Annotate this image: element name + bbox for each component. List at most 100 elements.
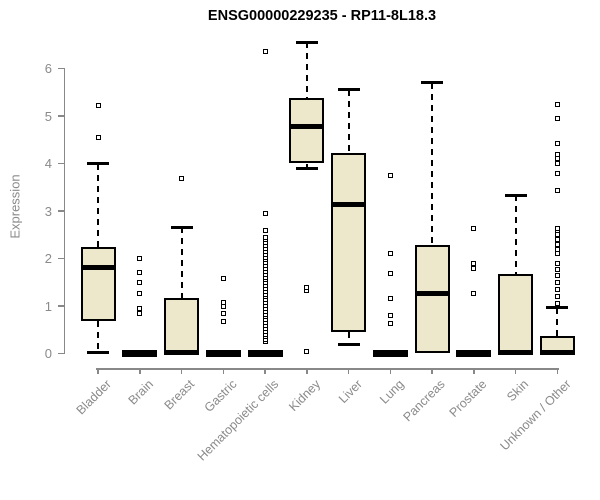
upper-whisker-cap-skin xyxy=(504,193,527,197)
x-tick xyxy=(264,368,266,374)
y-tick-label: 3 xyxy=(44,203,52,219)
lower-whisker-liver xyxy=(347,332,350,344)
outlier-point-unknown-other xyxy=(554,301,560,307)
box-brain xyxy=(122,350,158,357)
outlier-point-lung xyxy=(387,251,393,257)
median-bladder xyxy=(80,265,116,271)
outlier-point-brain xyxy=(137,310,143,316)
lower-whisker-cap-liver xyxy=(337,342,360,346)
upper-whisker-unknown-other xyxy=(556,307,559,336)
outlier-point-hematopoietic-cells xyxy=(262,210,268,216)
upper-whisker-pancreas xyxy=(431,82,434,246)
outlier-point-gastric xyxy=(220,318,226,324)
box-hematopoietic-cells xyxy=(247,350,283,357)
outlier-point-unknown-other xyxy=(554,267,560,273)
x-tick-label: Prostate xyxy=(447,377,490,420)
box-kidney xyxy=(289,97,325,164)
box-lung xyxy=(372,350,408,357)
x-tick xyxy=(306,368,308,374)
y-tick xyxy=(57,352,65,355)
y-tick xyxy=(57,305,65,307)
outlier-point-hematopoietic-cells xyxy=(262,49,268,55)
outlier-point-prostate xyxy=(471,225,477,231)
x-tick-label: Brain xyxy=(125,377,156,408)
y-tick-label: 4 xyxy=(44,156,52,171)
outlier-point-brain xyxy=(137,270,143,276)
median-skin xyxy=(498,350,534,356)
outlier-point-lung xyxy=(387,295,393,301)
lower-whisker-cap-kidney xyxy=(295,166,318,170)
outlier-point-unknown-other xyxy=(554,170,560,176)
upper-whisker-cap-bladder xyxy=(87,162,109,165)
outlier-point-gastric xyxy=(220,310,226,316)
x-tick xyxy=(222,368,225,374)
lower-whisker-kidney xyxy=(305,163,308,169)
y-tick-label: 6 xyxy=(44,61,52,76)
x-tick-label: Breast xyxy=(161,377,198,413)
chart-title: ENSG00000229235 - RP11-8L18.3 xyxy=(207,8,437,24)
outlier-point-prostate xyxy=(471,290,477,296)
outlier-point-unknown-other xyxy=(554,272,560,278)
y-tick xyxy=(57,257,65,260)
outlier-point-brain xyxy=(137,256,143,261)
outlier-point-brain xyxy=(137,290,143,296)
y-tick xyxy=(57,67,65,70)
box-breast xyxy=(164,297,200,354)
outlier-point-unknown-other xyxy=(554,260,560,266)
outlier-point-unknown-other xyxy=(554,115,560,121)
upper-whisker-cap-pancreas xyxy=(421,81,444,85)
upper-whisker-cap-kidney xyxy=(295,40,318,44)
outlier-point-unknown-other xyxy=(554,161,560,166)
outlier-point-unknown-other xyxy=(554,141,560,147)
outlier-point-lung xyxy=(387,313,393,318)
outlier-point-unknown-other xyxy=(554,225,560,231)
y-tick-label: 2 xyxy=(44,251,52,266)
median-breast xyxy=(164,349,200,355)
outlier-point-unknown-other xyxy=(554,294,560,300)
y-tick xyxy=(57,162,65,165)
upper-whisker-cap-liver xyxy=(337,88,360,92)
y-tick xyxy=(57,115,65,117)
outlier-point-unknown-other xyxy=(554,241,560,247)
x-tick-label: Gastric xyxy=(201,377,240,415)
median-liver xyxy=(331,202,367,208)
upper-whisker-breast xyxy=(180,227,183,298)
outlier-point-kidney xyxy=(304,348,310,354)
outlier-point-unknown-other xyxy=(554,151,560,157)
x-tick-label: Pancreas xyxy=(400,377,449,425)
lower-whisker-cap-bladder xyxy=(87,351,109,355)
x-tick xyxy=(431,368,433,374)
upper-whisker-liver xyxy=(347,89,350,154)
outlier-point-unknown-other xyxy=(554,237,560,242)
outlier-point-prostate xyxy=(471,265,477,271)
outlier-point-prostate xyxy=(471,260,477,266)
outlier-point-kidney xyxy=(304,284,310,290)
outlier-point-bladder xyxy=(95,134,101,140)
outlier-point-bladder xyxy=(95,103,101,109)
x-tick-label: Hematopoietic cells xyxy=(194,377,281,464)
outlier-point-lung xyxy=(387,172,393,178)
outlier-point-lung xyxy=(387,321,393,327)
x-tick xyxy=(389,368,392,374)
upper-whisker-kidney xyxy=(305,42,308,98)
median-pancreas xyxy=(414,290,450,296)
box-pancreas xyxy=(414,245,450,353)
upper-whisker-bladder xyxy=(97,163,99,247)
box-gastric xyxy=(205,350,241,357)
x-tick-label: Bladder xyxy=(73,377,114,418)
upper-whisker-cap-breast xyxy=(170,225,193,229)
outlier-point-hematopoietic-cells xyxy=(262,234,268,240)
x-tick-label: Skin xyxy=(504,377,532,405)
x-tick xyxy=(473,368,475,374)
x-axis-line xyxy=(96,368,560,370)
outlier-point-unknown-other xyxy=(554,156,560,162)
y-axis-line xyxy=(63,68,66,354)
outlier-point-unknown-other xyxy=(554,246,560,252)
y-tick-label: 1 xyxy=(44,298,52,314)
outlier-point-gastric xyxy=(220,275,226,281)
outlier-point-unknown-other xyxy=(554,101,560,107)
y-tick xyxy=(57,210,65,212)
outlier-point-unknown-other xyxy=(554,279,560,285)
